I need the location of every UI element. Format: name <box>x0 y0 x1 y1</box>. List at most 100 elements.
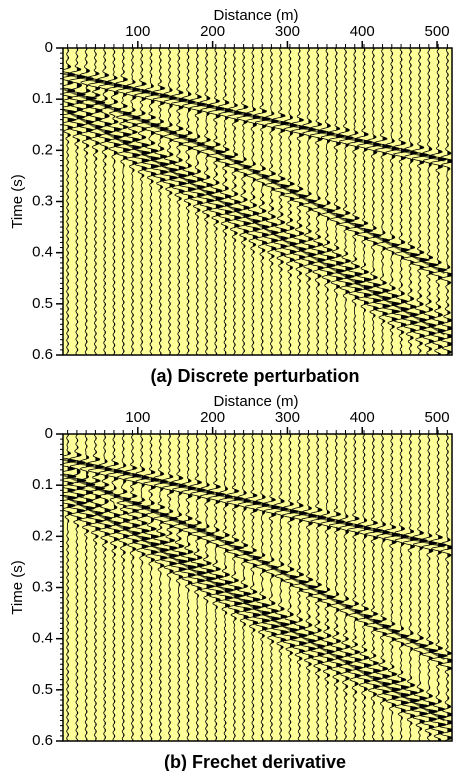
trace <box>178 48 198 355</box>
trace <box>187 48 208 355</box>
trace <box>253 48 273 355</box>
x-tick-label: 500 <box>425 23 450 40</box>
plot-background <box>63 434 452 741</box>
y-tick-label: 0.1 <box>32 476 53 493</box>
trace <box>263 48 281 355</box>
y-tick-label: 0.6 <box>32 732 53 749</box>
trace <box>327 434 347 741</box>
trace <box>419 434 439 741</box>
y-tick-label: 0.4 <box>32 244 53 261</box>
trace <box>122 48 142 355</box>
trace-fill <box>317 48 327 355</box>
traces <box>63 434 452 741</box>
x-tick-label: 400 <box>350 409 375 426</box>
trace <box>234 434 254 741</box>
trace-fill <box>169 48 179 355</box>
panel: 0 0.1 0.2 0.3 0.4 0.5 0.6 100 200 300 400 500 Distan… <box>9 393 453 771</box>
trace-fill <box>401 434 411 741</box>
trace <box>207 48 227 355</box>
trace-fill <box>252 434 263 741</box>
trace <box>141 434 161 741</box>
trace <box>318 48 336 355</box>
trace <box>272 48 292 355</box>
trace <box>299 434 319 741</box>
trace-fill <box>197 434 207 741</box>
trace <box>67 48 88 355</box>
trace <box>132 434 151 741</box>
trace <box>225 48 245 355</box>
plot-background <box>63 48 452 355</box>
trace <box>410 48 431 355</box>
trace-fill <box>123 434 131 741</box>
trace <box>391 434 412 741</box>
trace <box>96 434 114 741</box>
trace <box>337 434 355 741</box>
trace <box>95 48 114 355</box>
caption: (a) Discrete perturbation <box>150 366 359 386</box>
caption: (b) Frechet derivative <box>164 752 346 771</box>
y-tick-label: 0.2 <box>32 527 53 544</box>
y-tick-label: 0.1 <box>32 90 53 107</box>
trace <box>319 434 337 741</box>
trace <box>439 48 452 355</box>
trace <box>326 48 347 355</box>
trace <box>252 434 273 741</box>
trace <box>281 48 300 355</box>
trace-fill <box>104 434 113 741</box>
x-tick-label: 100 <box>125 409 150 426</box>
y-tick-label: 0 <box>45 425 53 442</box>
trace <box>105 434 125 741</box>
trace-fill <box>234 434 244 741</box>
trace <box>336 48 355 355</box>
x-tick-label: 300 <box>275 23 300 40</box>
trace <box>76 434 97 741</box>
trace <box>308 48 328 355</box>
trace <box>409 434 431 741</box>
y-tick-label: 0.3 <box>32 578 53 595</box>
trace <box>104 48 124 355</box>
trace-fill <box>428 48 438 355</box>
trace-fill <box>252 48 261 355</box>
panel: 0 0.1 0.2 0.3 0.4 0.5 0.6 100 200 300 400 500 Distan… <box>9 7 453 386</box>
trace <box>344 48 366 355</box>
x-tick-label: 400 <box>350 23 375 40</box>
x-tick-label: 100 <box>125 23 150 40</box>
trace <box>309 434 328 741</box>
event-arrival <box>63 473 445 660</box>
x-tick-label: 300 <box>275 409 300 426</box>
trace-fill <box>76 48 87 355</box>
trace <box>290 434 310 741</box>
trace <box>150 434 171 741</box>
trace <box>271 434 290 741</box>
y-axis-label: Time (s) <box>9 174 26 228</box>
trace-fill <box>428 434 438 741</box>
trace <box>141 48 162 355</box>
trace <box>169 434 189 741</box>
trace <box>401 48 421 355</box>
y-axis-label: Time (s) <box>9 560 26 614</box>
trace <box>235 48 253 355</box>
event-arrival <box>63 458 445 548</box>
trace-fill <box>336 434 346 741</box>
trace <box>187 434 208 741</box>
trace <box>178 434 199 741</box>
y-tick-label: 0.5 <box>32 295 53 312</box>
trace <box>262 434 282 741</box>
y-tick-label: 0.5 <box>32 681 53 698</box>
x-tick-label: 200 <box>200 23 225 40</box>
trace <box>280 434 300 741</box>
trace <box>355 434 374 741</box>
trace <box>115 434 132 741</box>
trace <box>363 48 384 355</box>
trace <box>420 48 440 355</box>
trace <box>63 434 78 741</box>
trace <box>242 434 264 741</box>
trace <box>205 434 226 741</box>
event-arrival <box>63 72 445 162</box>
event-arrival <box>63 87 445 274</box>
traces <box>63 48 452 355</box>
trace <box>372 48 393 355</box>
trace <box>364 434 383 741</box>
